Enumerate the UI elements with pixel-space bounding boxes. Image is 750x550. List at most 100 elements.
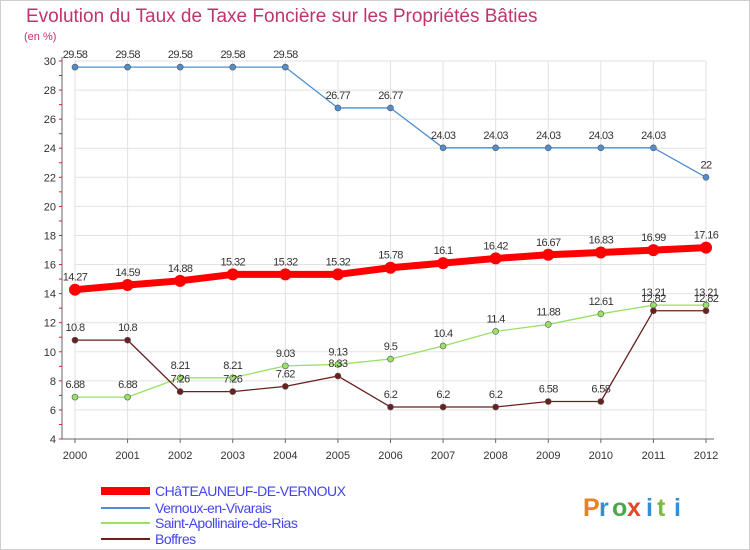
series-point-1 (597, 144, 605, 152)
data-label: 8.21 (223, 360, 242, 372)
series-point-2 (282, 362, 289, 370)
y-tick-label: 4 (50, 434, 56, 446)
data-label: 17.16 (694, 230, 719, 242)
series-point-2 (544, 321, 552, 328)
series-point-1 (387, 104, 394, 112)
series-point-3 (702, 307, 710, 315)
series-point-1 (702, 174, 710, 181)
series-point-0 (384, 261, 397, 274)
data-label: 16.83 (589, 234, 614, 246)
series-group (69, 63, 712, 411)
data-label: 15.32 (220, 256, 245, 268)
logo-letter: o (612, 494, 627, 522)
x-tick-label: 2011 (642, 450, 666, 462)
data-label: 10.8 (65, 322, 84, 334)
y-tick-label: 16 (44, 260, 56, 272)
y-tick-label: 20 (44, 201, 56, 213)
y-tick-label: 10 (44, 347, 56, 359)
y-tick-label: 18 (44, 230, 56, 242)
data-label: 29.58 (273, 49, 298, 61)
legend-label: Vernoux-en-Vivarais (155, 500, 272, 516)
data-label: 13.21 (641, 287, 666, 299)
x-tick-label: 2001 (115, 450, 139, 462)
x-tick-label: 2007 (431, 450, 455, 462)
series-point-0 (437, 257, 450, 270)
series-point-1 (650, 144, 657, 152)
x-tick-label: 2006 (378, 450, 402, 462)
y-tick-label: 8 (50, 376, 56, 388)
data-label: 7.26 (223, 374, 242, 386)
data-label: 11.4 (487, 313, 506, 325)
data-label: 12.82 (641, 293, 666, 305)
series-point-3 (124, 336, 131, 344)
data-labels: 14.27 14.59 14.88 15.32 15.32 15.32 15.78 16.1 1… (63, 49, 720, 401)
data-label: 24.03 (536, 130, 561, 142)
data-label: 15.32 (326, 256, 351, 268)
series-point-2 (71, 393, 79, 401)
x-tick-label: 2005 (326, 450, 350, 462)
data-label: 29.58 (220, 49, 245, 61)
series-point-0 (174, 274, 187, 287)
x-tick-label: 2010 (589, 450, 613, 462)
series-point-2 (176, 374, 184, 382)
x-tick-label: 2003 (221, 450, 245, 462)
series-point-0 (69, 283, 81, 296)
logo-letter: r (599, 494, 609, 522)
data-label: 6.58 (591, 383, 610, 395)
logo-letter: i (646, 494, 653, 522)
series-point-2 (439, 342, 447, 350)
data-label: 8.21 (171, 360, 190, 372)
series-point-3 (71, 336, 79, 344)
data-label: 7.62 (276, 368, 295, 380)
data-label: 16.1 (434, 245, 453, 257)
logo-letter: t (657, 494, 666, 522)
series-point-3 (282, 383, 289, 390)
series-point-3 (544, 398, 552, 405)
data-label: 8.33 (328, 358, 347, 370)
data-label: 26.77 (326, 90, 351, 102)
data-label: 7.26 (171, 374, 190, 386)
data-label: 10.4 (434, 328, 453, 340)
series-point-1 (176, 63, 184, 71)
series-point-2 (387, 355, 394, 363)
series-point-3 (229, 388, 237, 395)
series-point-1 (282, 63, 289, 71)
y-tick-label: 24 (44, 143, 56, 155)
data-label: 16.42 (483, 240, 508, 252)
series-point-3 (334, 372, 342, 380)
data-label: 11.88 (536, 306, 560, 318)
series-point-0 (489, 252, 502, 265)
series-point-3 (176, 388, 184, 395)
data-label: 24.03 (589, 130, 614, 142)
data-label: 16.67 (536, 237, 561, 249)
logo-letter: P (583, 494, 600, 522)
logo-letter: x (627, 494, 641, 522)
series-point-1 (439, 144, 447, 152)
legend-label: Saint-Apollinaire-de-Rias (155, 515, 298, 531)
x-tick-label: 2012 (694, 450, 718, 462)
data-label: 6.58 (539, 383, 558, 395)
series-point-2 (334, 361, 342, 368)
x-tick-label: 2009 (536, 450, 560, 462)
data-label: 26.77 (378, 90, 403, 102)
data-label: 16.99 (641, 232, 666, 244)
data-label: 15.78 (378, 250, 403, 262)
data-label: 14.27 (63, 272, 88, 284)
data-label: 6.88 (118, 379, 137, 391)
y-tick-label: 6 (50, 405, 56, 417)
data-label: 10.8 (118, 322, 137, 334)
series-point-3 (492, 403, 499, 411)
data-label: 13.21 (694, 287, 719, 299)
series-point-2 (229, 374, 237, 382)
series-point-0 (647, 244, 660, 257)
series-point-1 (334, 104, 342, 112)
series-point-0 (121, 279, 134, 292)
data-label: 6.88 (65, 379, 84, 391)
series-point-3 (597, 398, 605, 405)
data-label: 29.58 (63, 49, 88, 61)
data-label: 9.5 (384, 341, 398, 353)
data-label: 22 (700, 159, 712, 171)
series-point-1 (492, 144, 499, 152)
x-tick-label: 2002 (168, 450, 192, 462)
